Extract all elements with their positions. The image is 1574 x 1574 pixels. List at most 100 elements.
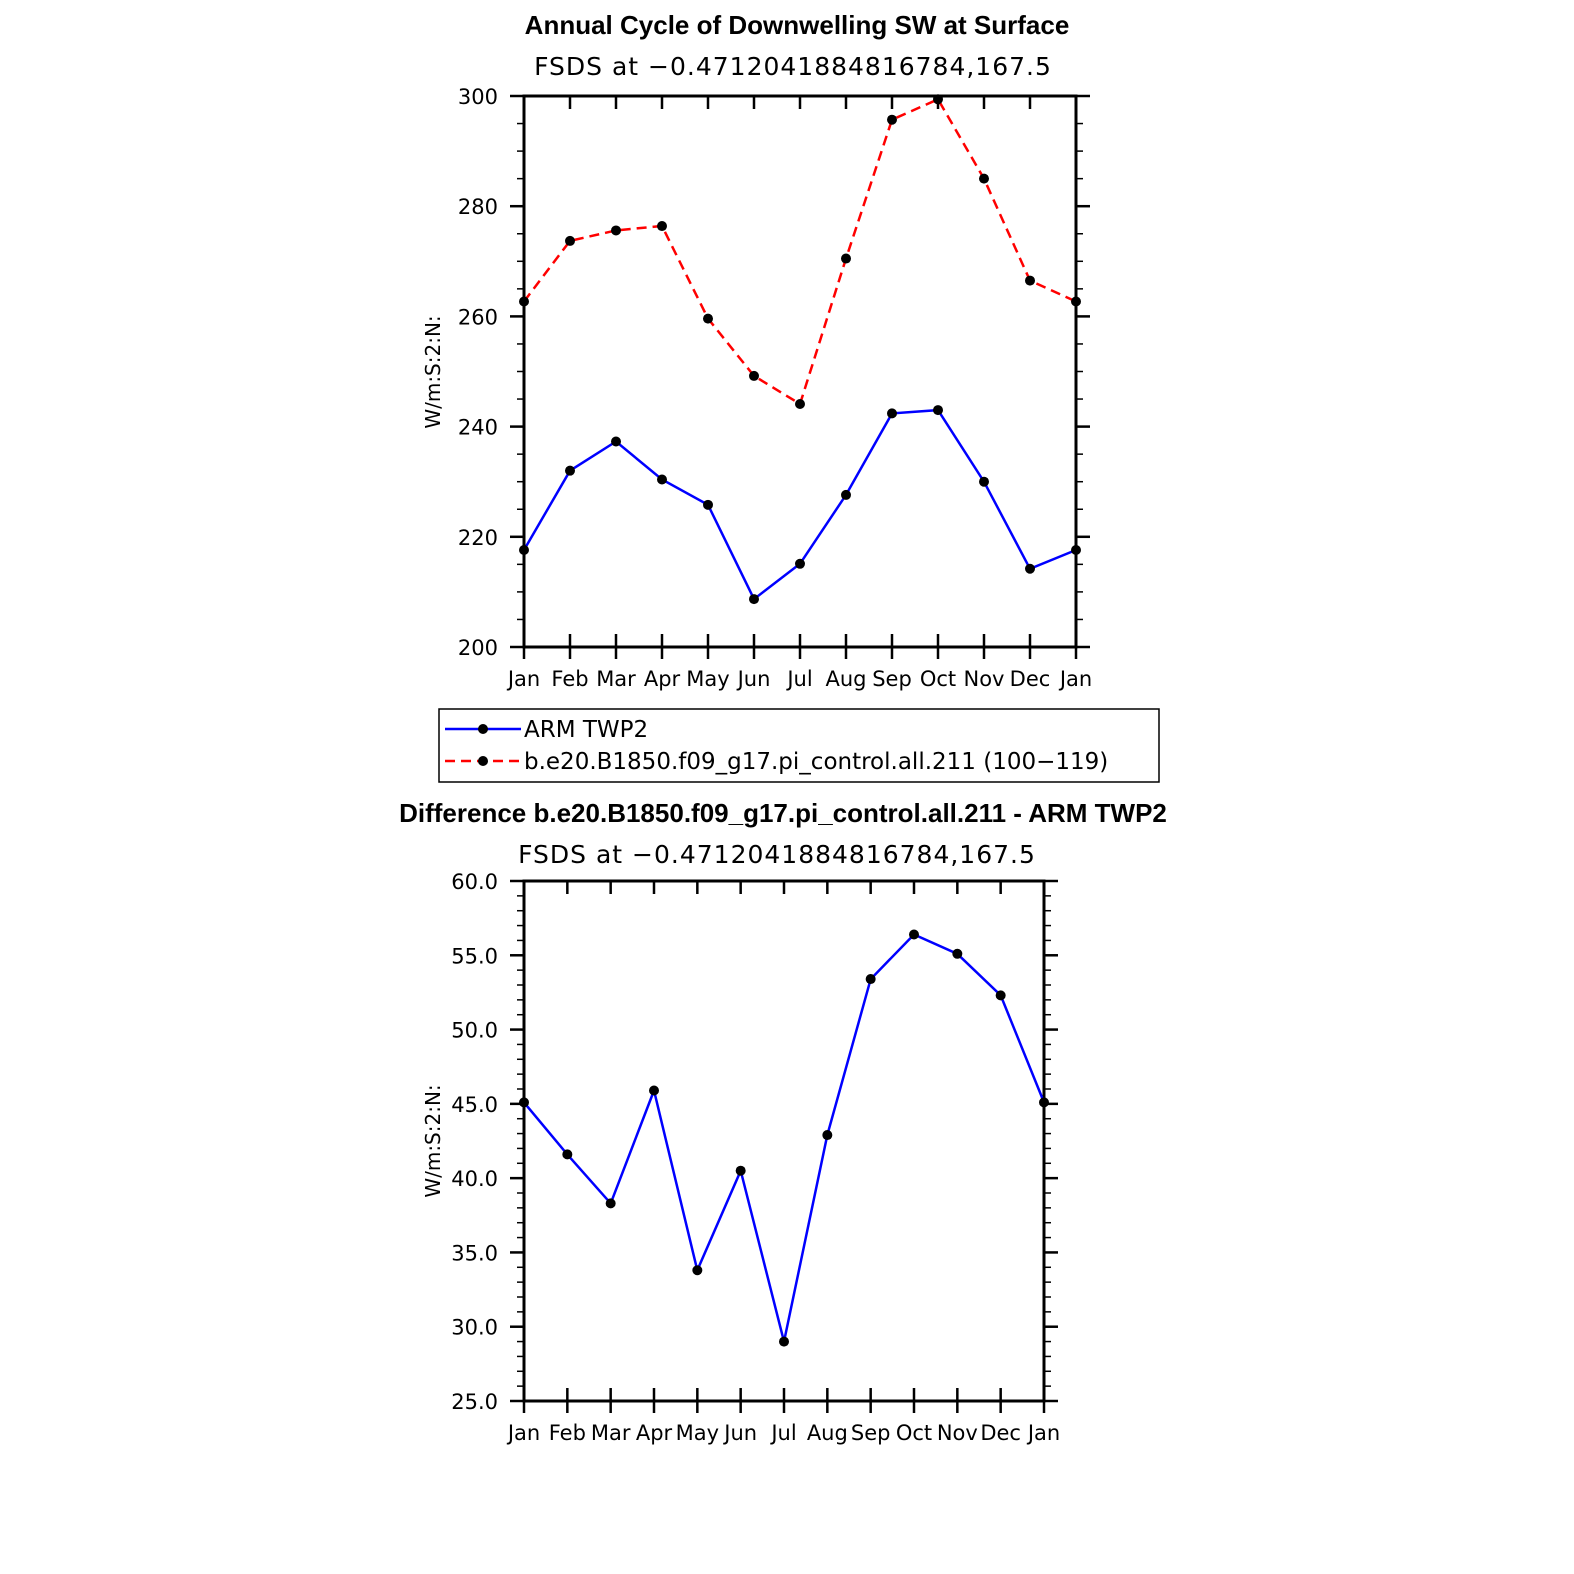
x-tick-label: Feb: [551, 667, 588, 691]
data-point: [841, 253, 851, 264]
chart-title: Difference b.e20.B1850.f09_g17.pi_contro…: [399, 798, 1167, 828]
annual-cycle-panel: Annual Cycle of Downwelling SW at Surfac…: [421, 10, 1160, 783]
legend-label-arm: ARM TWP2: [524, 717, 648, 743]
x-tick-label: Feb: [549, 1421, 586, 1445]
chart-subtitle: FSDS at −0.4712041884816784,167.5: [534, 52, 1052, 81]
data-point: [749, 594, 759, 605]
data-point: [1039, 1097, 1049, 1108]
data-point: [995, 990, 1006, 1001]
data-point: [979, 173, 989, 184]
x-tick-label: Dec: [980, 1421, 1021, 1445]
y-tick-label: 55.0: [451, 944, 498, 968]
chart-title: Annual Cycle of Downwelling SW at Surfac…: [525, 10, 1070, 40]
y-tick-label: 280: [458, 195, 498, 219]
data-point: [822, 1130, 833, 1141]
x-tick-label: Oct: [920, 667, 956, 691]
data-point: [1071, 545, 1081, 556]
y-tick-label: 300: [458, 85, 498, 109]
y-tick-label: 25.0: [451, 1390, 498, 1414]
y-axis-label: W/m:S:2:N:: [421, 1084, 445, 1197]
y-tick-label: 200: [458, 636, 498, 660]
difference-panel: Difference b.e20.B1850.f09_g17.pi_contro…: [399, 798, 1167, 1445]
legend-marker-model: [478, 756, 488, 766]
data-point: [519, 1097, 529, 1108]
y-tick-labels: 25.0 30.0 35.0 40.0 45.0 50.0 55.0 60.0: [451, 870, 498, 1414]
legend-box: [438, 708, 1160, 783]
y-tick-label: 50.0: [451, 1019, 498, 1043]
data-point: [865, 974, 876, 985]
x-tick-label: Nov: [964, 667, 1005, 691]
data-point: [933, 94, 943, 105]
x-tick-label: Jun: [736, 667, 771, 691]
y-tick-label: 240: [458, 416, 498, 440]
legend-label-model: b.e20.B1850.f09_g17.pi_control.all.211 (…: [524, 749, 1108, 775]
x-tick-label: Apr: [636, 1421, 673, 1445]
series-line-0: [523, 933, 1046, 1342]
data-point: [565, 235, 575, 246]
legend: ARM TWP2 b.e20.B1850.f09_g17.pi_control.…: [438, 708, 1160, 783]
legend-entry-model: b.e20.B1850.f09_g17.pi_control.all.211 (…: [445, 749, 1108, 775]
data-point: [887, 114, 897, 125]
data-point: [979, 476, 989, 487]
series-layer: [519, 94, 1081, 605]
y-tick-label: 260: [458, 305, 498, 329]
x-tick-label: Jul: [769, 1421, 796, 1445]
chart-subtitle: FSDS at −0.4712041884816784,167.5: [518, 840, 1036, 869]
y-tick-label: 40.0: [451, 1167, 498, 1191]
data-point: [605, 1198, 616, 1209]
y-tick-labels: 200 220 240 260 280 300: [458, 85, 498, 660]
data-point: [909, 929, 919, 940]
x-tick-label: Sep: [851, 1421, 891, 1445]
series-layer: [519, 929, 1049, 1347]
x-tick-label: Jan: [1058, 667, 1092, 691]
legend-entry-arm: ARM TWP2: [445, 717, 648, 743]
x-tick-label: May: [686, 667, 729, 691]
x-tick-label: Jun: [722, 1421, 757, 1445]
series-line-1: [523, 97, 1077, 406]
data-point: [841, 489, 851, 500]
data-point: [795, 399, 805, 410]
x-tick-label: Oct: [896, 1421, 932, 1445]
data-point: [611, 436, 621, 447]
data-point: [692, 1265, 703, 1276]
data-point: [735, 1165, 746, 1176]
x-tick-label: Jan: [506, 667, 540, 691]
legend-marker-arm: [478, 724, 488, 734]
x-tick-labels: Jan Feb Mar Apr May Jun Jul Aug Sep Oct Nov Dec Jan: [506, 1421, 1060, 1445]
y-tick-label: 30.0: [451, 1316, 498, 1340]
data-point: [703, 499, 713, 510]
ticks: [510, 879, 1058, 1413]
data-point: [795, 558, 805, 569]
data-point: [565, 465, 575, 476]
data-point: [1025, 563, 1035, 574]
x-tick-label: Mar: [591, 1421, 631, 1445]
x-tick-label: Jul: [785, 667, 812, 691]
y-axis-label: W/m:S:2:N:: [421, 315, 445, 428]
data-point: [779, 1336, 789, 1347]
data-point: [611, 225, 621, 236]
x-tick-label: Mar: [596, 667, 636, 691]
data-point: [649, 1085, 659, 1096]
data-point: [657, 221, 667, 232]
y-tick-label: 220: [458, 526, 498, 550]
x-tick-label: Dec: [1010, 667, 1051, 691]
x-tick-label: May: [676, 1421, 719, 1445]
x-tick-labels: Jan Feb Mar Apr May Jun Jul Aug Sep Oct Nov Dec Jan: [506, 667, 1092, 691]
data-point: [952, 948, 963, 959]
x-tick-label: Aug: [825, 667, 866, 691]
x-tick-label: Nov: [937, 1421, 978, 1445]
y-tick-label: 45.0: [451, 1093, 498, 1117]
series-line-0: [522, 408, 1077, 602]
x-tick-label: Sep: [872, 667, 912, 691]
data-point: [1025, 275, 1035, 286]
data-point: [1071, 296, 1081, 307]
data-point: [519, 545, 529, 556]
data-point: [703, 313, 713, 324]
data-point: [749, 370, 759, 381]
y-tick-label: 60.0: [451, 870, 498, 894]
x-tick-label: Jan: [506, 1421, 540, 1445]
x-tick-label: Aug: [807, 1421, 848, 1445]
ticks: [510, 94, 1090, 659]
data-point: [562, 1149, 573, 1160]
